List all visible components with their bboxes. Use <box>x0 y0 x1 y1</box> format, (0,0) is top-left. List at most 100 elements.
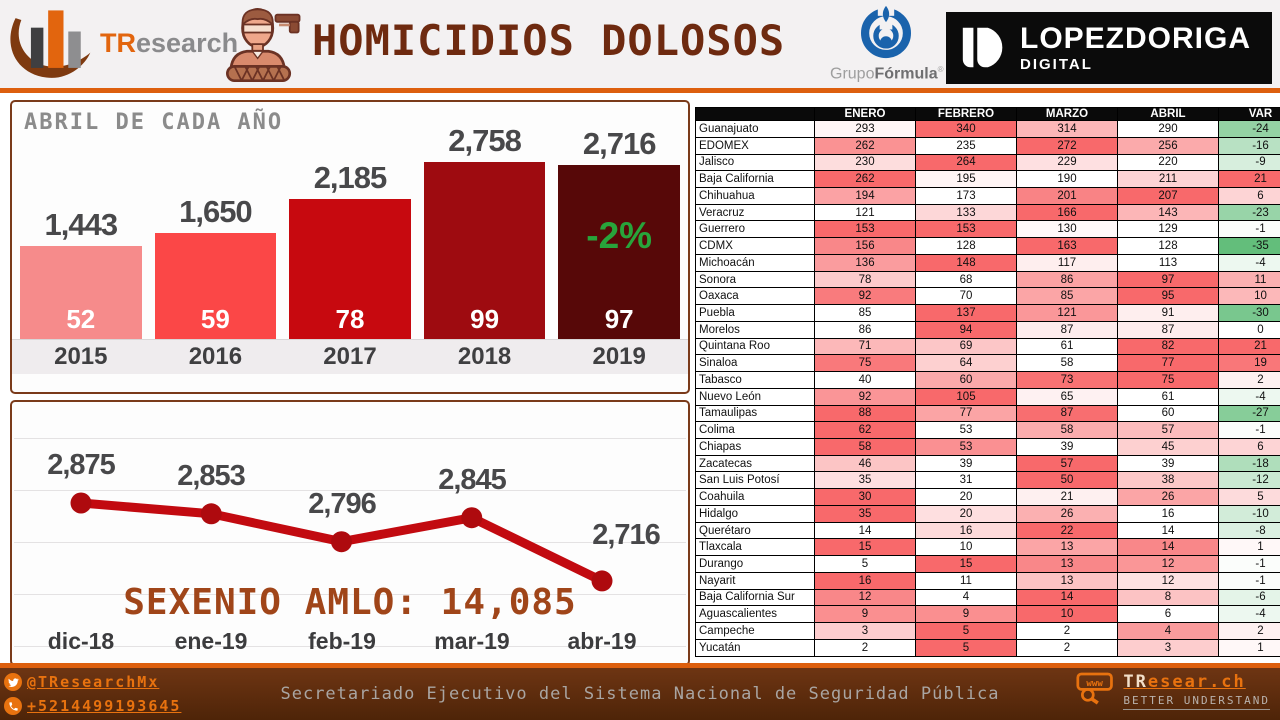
var-value: -4 <box>1218 253 1280 272</box>
month-value: 92 <box>814 287 916 306</box>
month-value: 14 <box>814 521 916 540</box>
month-tick-label: ene-19 <box>174 628 248 654</box>
table-row: San Luis Potosí 35 31 50 38 -12 <box>695 471 1280 490</box>
data-point-feb-19 <box>331 531 352 553</box>
month-value: 53 <box>915 438 1017 456</box>
month-value: 30 <box>814 488 916 506</box>
month-value: 113 <box>1117 253 1219 272</box>
month-value: 121 <box>814 203 916 222</box>
var-value: 0 <box>1218 320 1280 339</box>
month-value: 26 <box>1016 504 1118 523</box>
twitter-handle-link[interactable]: @TResearchMx <box>27 673 160 691</box>
table-row: Guerrero 153 153 130 129 -1 <box>695 220 1280 239</box>
table-row: Veracruz 121 133 166 143 -23 <box>695 203 1280 222</box>
month-value: 46 <box>814 454 916 473</box>
page-title: HOMICIDIOS DOLOSOS <box>312 16 786 65</box>
grupo-formula-icon <box>861 4 911 59</box>
table-row: Chihuahua 194 173 201 207 6 <box>695 187 1280 205</box>
table-row: Coahuila 30 20 21 26 5 <box>695 488 1280 506</box>
bar-column-2019: 2,716 -2% 97 <box>558 126 680 339</box>
month-value: 230 <box>814 153 916 172</box>
month-value: 13 <box>1016 571 1118 590</box>
month-value: 86 <box>814 320 916 339</box>
var-value: -6 <box>1218 588 1280 607</box>
var-value: -24 <box>1218 120 1280 138</box>
month-value: 70 <box>915 287 1017 306</box>
month-value: 61 <box>1016 337 1118 356</box>
var-value: -27 <box>1218 404 1280 423</box>
bar-chart-bars: 1,443 52 1,650 59 2,185 78 2,758 99 2,716 -2% 97 <box>20 102 680 339</box>
state-name: Chihuahua <box>695 187 815 205</box>
table-row: EDOMEX 262 235 272 256 -16 <box>695 136 1280 155</box>
daily-average-label: 97 <box>604 304 634 334</box>
state-name: Jalisco <box>695 153 815 172</box>
month-value: 20 <box>915 488 1017 506</box>
bar-chart-panel: ABRIL DE CADA AÑO 1,443 52 1,650 59 2,185 78 2… <box>10 100 690 394</box>
daily-average-label: 52 <box>66 304 96 334</box>
month-value: 20 <box>915 504 1017 523</box>
month-value: 2 <box>1016 638 1118 658</box>
var-value: -4 <box>1218 387 1280 406</box>
month-value: 10 <box>915 538 1017 557</box>
column-header-FEBRERO: FEBRERO <box>915 106 1017 122</box>
month-value: 50 <box>1016 471 1118 490</box>
var-value: 10 <box>1218 287 1280 306</box>
table-row: Tabasco 40 60 73 75 2 <box>695 371 1280 389</box>
table-row: Nayarit 16 11 13 12 -1 <box>695 571 1280 590</box>
var-value: 19 <box>1218 354 1280 373</box>
month-value: 173 <box>915 187 1017 205</box>
month-value: 117 <box>1016 253 1118 272</box>
month-value: 5 <box>814 555 916 573</box>
website-link[interactable]: TResear.ch <box>1123 672 1246 692</box>
daily-average-label: 78 <box>335 304 365 334</box>
year-tick-label: 2016 <box>188 343 243 370</box>
state-name: Tamaulipas <box>695 404 815 423</box>
homicide-victim-icon <box>226 8 301 82</box>
month-value: 9 <box>915 605 1017 624</box>
var-value: -1 <box>1218 571 1280 590</box>
gridline <box>14 646 686 647</box>
month-value: 85 <box>814 304 916 322</box>
state-name: CDMX <box>695 237 815 255</box>
social-links: @TResearchMx +5214499193645 <box>4 670 181 718</box>
lopezdoriga-sub: DIGITAL <box>1020 56 1093 73</box>
month-value: 21 <box>1016 488 1118 506</box>
month-value: 5 <box>915 638 1017 658</box>
table-row: CDMX 156 128 163 128 -35 <box>695 237 1280 255</box>
lopezdoriga-icon <box>962 27 1003 68</box>
tresearch-bars-icon <box>10 10 91 78</box>
month-value: 14 <box>1117 521 1219 540</box>
whatsapp-phone-icon <box>4 697 22 715</box>
month-value: 73 <box>1016 371 1118 389</box>
table-row: Durango 5 15 13 12 -1 <box>695 555 1280 573</box>
website-block[interactable]: www TResear.ch BETTER UNDERSTAND <box>1076 672 1270 710</box>
gridline <box>14 490 686 491</box>
gun-icon <box>274 13 301 34</box>
state-name: Zacatecas <box>695 454 815 473</box>
grupo-formula-wordmark: GrupoFórmula® <box>830 65 944 83</box>
state-name: Chiapas <box>695 438 815 456</box>
table-row: Morelos 86 94 87 87 0 <box>695 320 1280 339</box>
month-value: 4 <box>915 588 1017 607</box>
bar-value-label: 2,758 <box>448 123 522 158</box>
bar-2015: 52 <box>20 246 142 339</box>
footer-source: Secretariado Ejecutivo del Sistema Nacio… <box>280 684 1000 704</box>
month-value: 262 <box>814 170 916 188</box>
month-value: 26 <box>1117 488 1219 506</box>
daily-average-label: 99 <box>470 304 500 334</box>
phone-link[interactable]: +5214499193645 <box>27 697 182 715</box>
month-value: 128 <box>1117 237 1219 255</box>
month-value: 264 <box>915 153 1017 172</box>
table-row: Aguascalientes 9 9 10 6 -4 <box>695 605 1280 624</box>
bar-value-label: 1,650 <box>179 194 253 229</box>
month-value: 31 <box>915 471 1017 490</box>
state-name: Nayarit <box>695 571 815 590</box>
table-row: Tamaulipas 88 77 87 60 -27 <box>695 404 1280 423</box>
state-name: Guerrero <box>695 220 815 239</box>
state-name: Michoacán <box>695 253 815 272</box>
month-value: 85 <box>1016 287 1118 306</box>
header: TResearch HOMICIDIOS DOLOSOS <box>0 0 1280 88</box>
var-value: -8 <box>1218 521 1280 540</box>
state-name: EDOMEX <box>695 136 815 155</box>
table-row: Querétaro 14 16 22 14 -8 <box>695 521 1280 540</box>
